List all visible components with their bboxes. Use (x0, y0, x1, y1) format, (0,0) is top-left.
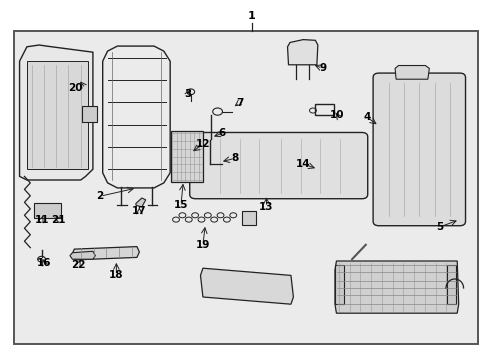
FancyBboxPatch shape (189, 132, 367, 199)
Text: 15: 15 (173, 200, 188, 210)
Text: 5: 5 (436, 222, 443, 232)
Bar (171, 131, 203, 182)
Text: 2: 2 (97, 191, 103, 201)
Text: 10: 10 (329, 110, 344, 120)
Text: 12: 12 (195, 139, 210, 149)
Bar (334, 265, 343, 304)
Text: 6: 6 (219, 128, 225, 138)
Bar (242, 211, 255, 225)
Bar (82, 106, 97, 122)
Text: 8: 8 (231, 153, 238, 163)
Text: 16: 16 (37, 258, 51, 268)
Text: 21: 21 (51, 215, 66, 225)
Bar (315, 104, 333, 115)
Text: 18: 18 (109, 270, 123, 280)
Bar (447, 265, 455, 304)
Polygon shape (136, 198, 145, 207)
Text: 4: 4 (362, 112, 370, 122)
Polygon shape (287, 40, 317, 65)
Text: 11: 11 (34, 215, 49, 225)
Text: 19: 19 (195, 240, 210, 250)
FancyBboxPatch shape (372, 73, 465, 226)
Text: 14: 14 (295, 159, 310, 169)
Text: 1: 1 (247, 11, 255, 21)
Bar (14, 31, 477, 344)
Text: 17: 17 (132, 206, 146, 216)
Text: 7: 7 (235, 98, 243, 108)
Polygon shape (334, 261, 458, 313)
Bar (34, 203, 61, 218)
Text: 22: 22 (71, 260, 85, 270)
Polygon shape (70, 251, 95, 259)
Text: 3: 3 (184, 89, 191, 99)
Text: 20: 20 (68, 83, 83, 93)
Text: 13: 13 (259, 202, 273, 212)
Text: 9: 9 (319, 63, 325, 73)
Bar (27, 61, 88, 169)
Polygon shape (20, 45, 93, 180)
Polygon shape (394, 66, 428, 79)
Polygon shape (72, 247, 139, 260)
Polygon shape (200, 268, 293, 304)
